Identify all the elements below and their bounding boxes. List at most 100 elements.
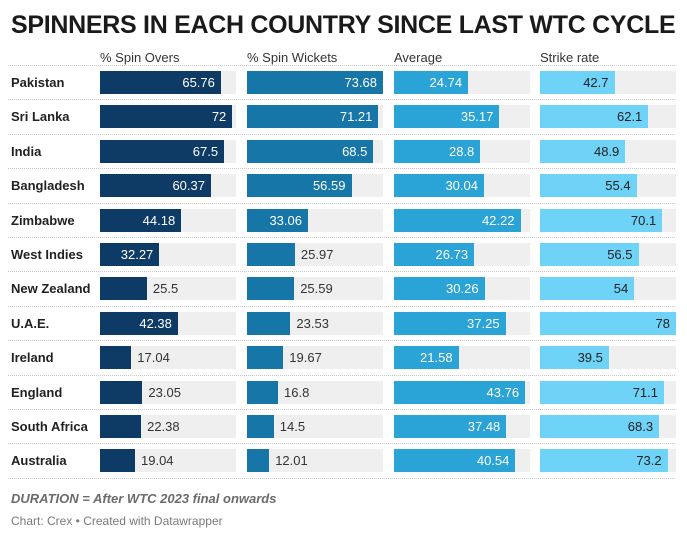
bar-spin-wickets xyxy=(247,139,374,163)
value-label-spin-wickets: 68.5 xyxy=(342,143,368,159)
row-separator xyxy=(8,375,675,376)
value-label-strike-rate: 70.1 xyxy=(630,212,657,228)
row-separator xyxy=(8,237,675,238)
value-label-average: 35.17 xyxy=(460,109,494,125)
value-label-spin-overs: 44.18 xyxy=(142,212,176,228)
bar-track: 19.67 xyxy=(247,346,383,370)
value-label-spin-overs: 32.27 xyxy=(120,247,154,262)
value-label-spin-overs: 67.5 xyxy=(192,143,219,159)
bar-strike-rate xyxy=(540,174,637,198)
value-label-average: 26.73 xyxy=(435,247,469,262)
bar-track: 40.54 xyxy=(394,449,530,473)
bar-average xyxy=(394,311,506,335)
bar-track: 16.8 xyxy=(247,380,383,404)
value-label-spin-overs: 72 xyxy=(211,109,227,125)
bar-spin-wickets xyxy=(247,71,383,94)
row-separator xyxy=(8,340,675,341)
bar-spin-wickets xyxy=(247,277,295,301)
bar-average xyxy=(394,174,484,198)
country-label: India xyxy=(11,143,42,159)
value-label-strike-rate: 39.5 xyxy=(577,350,603,366)
bar-track: 56.59 xyxy=(247,174,383,198)
bar-spin-overs xyxy=(100,105,233,129)
row-separator xyxy=(8,168,675,169)
value-label-spin-wickets: 12.01 xyxy=(275,453,308,469)
bar-strike-rate xyxy=(540,311,676,335)
bar-track: 28.8 xyxy=(394,139,530,163)
value-label-strike-rate: 78 xyxy=(655,315,670,331)
country-label: England xyxy=(11,384,63,400)
bar-strike-rate xyxy=(540,380,664,404)
country-label: Zimbabwe xyxy=(11,212,75,228)
value-label-strike-rate: 56.5 xyxy=(607,247,633,262)
bar-track: 25.59 xyxy=(247,277,383,301)
bar-strike-rate xyxy=(540,449,668,473)
bar-track: 37.25 xyxy=(394,311,530,335)
value-label-spin-wickets: 56.59 xyxy=(312,178,346,194)
bar-track: 14.5 xyxy=(247,415,383,438)
value-label-spin-overs: 19.04 xyxy=(141,453,174,469)
bar-track: 54 xyxy=(540,277,676,301)
row-separator xyxy=(8,478,675,479)
bar-track: 65.76 xyxy=(100,71,236,94)
bar-track: 42.7 xyxy=(540,71,676,94)
bar-spin-overs xyxy=(100,311,178,335)
bar-spin-overs xyxy=(100,174,211,198)
bar-average xyxy=(394,208,521,232)
bar-strike-rate xyxy=(540,105,649,129)
value-label-spin-wickets: 14.5 xyxy=(279,419,306,434)
country-label: Pakistan xyxy=(11,75,65,90)
bar-track: 56.5 xyxy=(540,243,676,266)
value-label-spin-overs: 22.38 xyxy=(147,419,180,434)
bar-track: 37.48 xyxy=(394,415,530,438)
row-separator xyxy=(8,306,675,307)
country-label: Bangladesh xyxy=(11,178,85,194)
bar-track: 70.1 xyxy=(540,208,676,232)
bar-strike-rate xyxy=(540,243,639,266)
bar-track: 24.74 xyxy=(394,71,530,94)
bar-spin-wickets xyxy=(247,105,379,129)
bar-average xyxy=(394,449,516,473)
row-separator xyxy=(8,443,675,444)
value-label-average: 37.48 xyxy=(467,419,501,434)
bar-strike-rate xyxy=(540,277,635,301)
row-separator xyxy=(8,65,675,66)
bar-strike-rate xyxy=(540,208,663,232)
bar-track: 21.58 xyxy=(394,346,530,370)
row-separator xyxy=(8,271,675,272)
bar-track: 78 xyxy=(540,311,676,335)
bar-spin-wickets xyxy=(247,311,291,335)
value-label-spin-wickets: 25.97 xyxy=(300,247,334,262)
bar-track: 22.38 xyxy=(100,415,236,438)
bar-track: 25.97 xyxy=(247,243,383,266)
value-label-strike-rate: 71.1 xyxy=(632,384,658,400)
value-label-strike-rate: 55.4 xyxy=(605,178,631,194)
value-label-spin-wickets: 19.67 xyxy=(289,350,322,366)
row-separator xyxy=(8,99,675,100)
bar-track: 48.9 xyxy=(540,139,676,163)
value-label-spin-wickets: 71.21 xyxy=(339,109,373,125)
bar-spin-overs xyxy=(100,71,221,94)
column-header-strike-rate: Strike rate xyxy=(540,50,600,65)
bar-spin-overs xyxy=(100,346,132,370)
bar-average xyxy=(394,277,485,301)
bar-track: 42.38 xyxy=(100,311,236,335)
country-label: New Zealand xyxy=(11,281,91,297)
value-label-strike-rate: 48.9 xyxy=(593,143,620,159)
value-label-strike-rate: 62.1 xyxy=(616,109,643,125)
bar-track: 44.18 xyxy=(100,208,236,232)
bar-spin-overs xyxy=(100,139,225,163)
bar-track: 23.05 xyxy=(100,380,236,404)
bar-average xyxy=(394,380,526,404)
country-label: Sri Lanka xyxy=(11,109,70,125)
bar-track: 19.04 xyxy=(100,449,236,473)
bar-spin-wickets xyxy=(247,208,308,232)
value-label-spin-overs: 25.5 xyxy=(152,281,179,297)
value-label-strike-rate: 68.3 xyxy=(627,419,654,434)
value-label-spin-wickets: 33.06 xyxy=(269,212,302,228)
bar-spin-overs xyxy=(100,380,143,404)
value-label-spin-wickets: 73.68 xyxy=(344,75,377,90)
value-label-average: 24.74 xyxy=(429,75,463,90)
bar-strike-rate xyxy=(540,71,615,94)
country-label: West Indies xyxy=(11,247,84,262)
